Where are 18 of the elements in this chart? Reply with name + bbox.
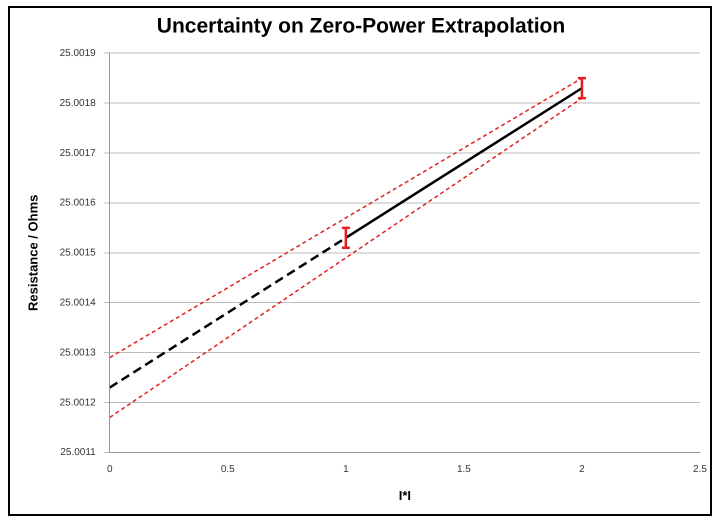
x-tick-label: 2.5	[693, 464, 708, 476]
y-tick-label: 25.0019	[60, 48, 96, 59]
y-tick-label: 25.0017	[60, 148, 96, 159]
y-tick-label: 25.0018	[60, 98, 96, 109]
y-tick-label: 25.0014	[60, 297, 96, 308]
y-tick-label: 25.0013	[60, 347, 96, 358]
y-axis-title: Resistance / Ohms	[25, 194, 40, 311]
chart-title: Uncertainty on Zero-Power Extrapolation	[156, 14, 566, 38]
x-tick-label: 1.5	[456, 464, 472, 476]
x-axis-title: I*I	[398, 488, 412, 503]
y-tick-label: 25.0015	[60, 248, 96, 259]
x-tick-label: 0	[106, 464, 113, 476]
y-tick-label: 25.0016	[60, 198, 96, 209]
x-tick-label: 0.5	[220, 464, 236, 476]
x-tick-label: 2	[579, 464, 586, 476]
y-tick-label: 25.0011	[60, 447, 96, 458]
y-tick-label: 25.0012	[60, 397, 96, 408]
x-tick-label: 1	[343, 464, 350, 476]
